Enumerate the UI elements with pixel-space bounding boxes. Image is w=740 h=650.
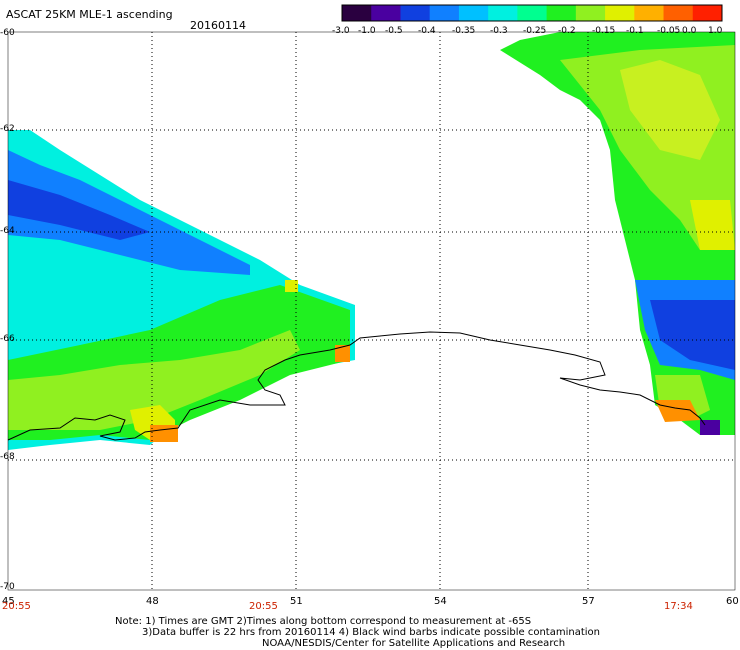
lat-label: -64 <box>0 226 15 236</box>
lat-label: -66 <box>0 334 15 344</box>
colorbar-swatch <box>663 5 694 21</box>
lat-label: -62 <box>0 124 15 134</box>
time-label: 20:55 <box>2 601 31 612</box>
colorbar-label: -0.5 <box>385 26 403 36</box>
colorbar-frame <box>341 4 723 22</box>
colorbar-label: -0.15 <box>592 26 616 36</box>
colorbar-label: -3.0 <box>332 26 350 36</box>
colorbar-swatch <box>342 5 372 21</box>
colorbar-swatch <box>488 5 518 21</box>
colorbar-swatch <box>429 5 460 21</box>
colorbar-swatch <box>400 5 431 21</box>
coastline <box>7 331 706 441</box>
colorbar-label: -0.05 <box>657 26 681 36</box>
colorbar-swatch <box>371 5 401 21</box>
lon-label: 45 <box>2 596 15 607</box>
lon-label: 54 <box>434 596 447 607</box>
time-label: 20:55 <box>249 601 278 612</box>
lon-label: 60 <box>726 596 739 607</box>
time-label: 17:34 <box>664 601 693 612</box>
lat-label: -68 <box>0 452 15 462</box>
lon-label: 57 <box>582 596 595 607</box>
colorbar-label: -0.25 <box>523 26 547 36</box>
colorbar <box>341 4 723 22</box>
colorbar-swatch <box>634 5 665 21</box>
lon-label: 51 <box>290 596 303 607</box>
lat-label: -60 <box>0 28 15 38</box>
colorbar-swatch <box>692 5 723 21</box>
graticule <box>8 32 735 590</box>
colorbar-swatch <box>458 5 489 21</box>
lon-label: 48 <box>146 596 159 607</box>
map-date: 20160114 <box>190 19 246 32</box>
note-line-2: 3)Data buffer is 22 hrs from 20160114 4)… <box>142 627 600 638</box>
colorbar-label: 0.0 <box>682 26 697 36</box>
colorbar-swatch <box>605 5 635 21</box>
colorbar-label: -1.0 <box>358 26 376 36</box>
right-swath <box>500 32 735 435</box>
left-swath <box>8 130 355 450</box>
colorbar-swatch <box>575 5 606 21</box>
colorbar-label: -0.2 <box>558 26 576 36</box>
colorbar-swatch <box>517 5 548 21</box>
colorbar-label: -0.3 <box>490 26 508 36</box>
colorbar-swatch <box>546 5 577 21</box>
colorbar-label: 1.0 <box>708 26 723 36</box>
note-line-3: NOAA/NESDIS/Center for Satellite Applica… <box>262 638 566 649</box>
colorbar-label: -0.4 <box>418 26 436 36</box>
colorbar-label: -0.1 <box>626 26 644 36</box>
lat-label: -70 <box>0 582 15 592</box>
map-title: ASCAT 25KM MLE-1 ascending <box>6 8 173 21</box>
note-line-1: Note: 1) Times are GMT 2)Times along bot… <box>115 616 532 627</box>
colorbar-label: -0.35 <box>452 26 476 36</box>
